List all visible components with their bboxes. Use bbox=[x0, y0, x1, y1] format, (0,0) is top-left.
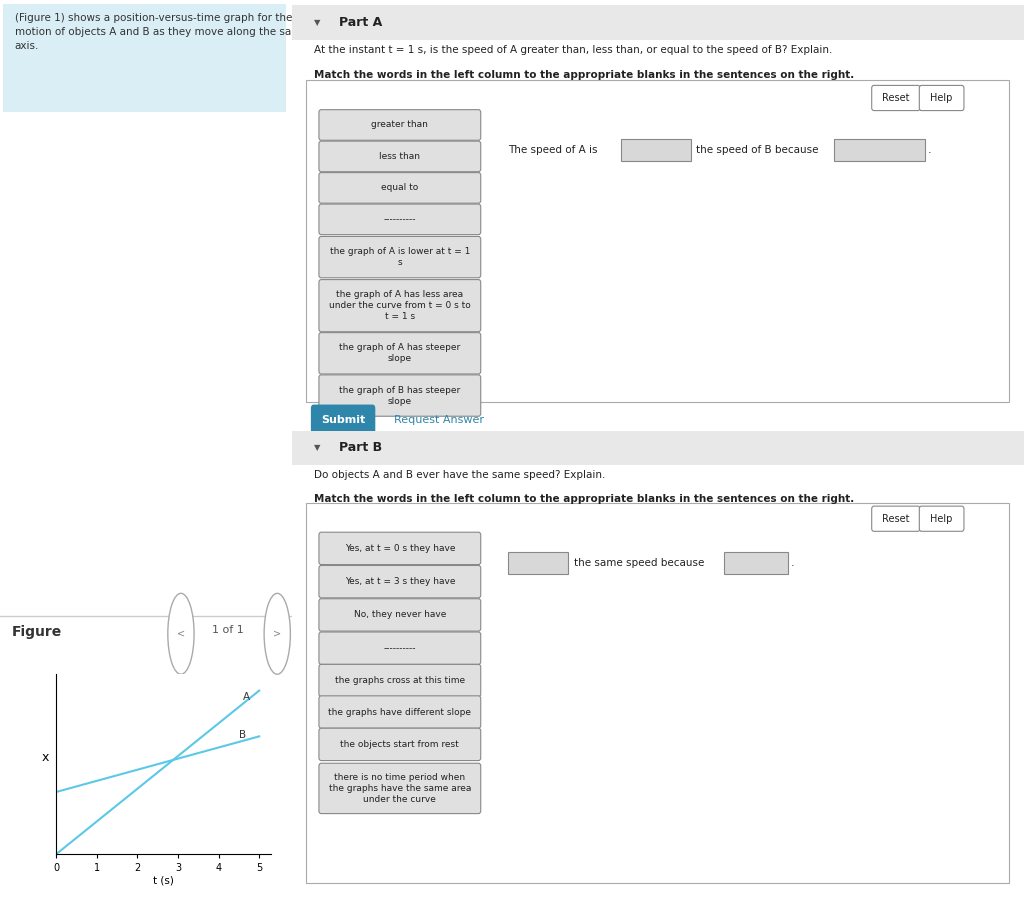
Text: The speed of A is: The speed of A is bbox=[508, 145, 597, 156]
Text: Help: Help bbox=[931, 93, 952, 103]
Text: the same speed because: the same speed because bbox=[573, 557, 705, 568]
FancyBboxPatch shape bbox=[3, 4, 286, 112]
Text: Yes, at t = 0 s they have: Yes, at t = 0 s they have bbox=[345, 544, 455, 553]
Text: ----------: ---------- bbox=[384, 215, 416, 224]
Text: Reset: Reset bbox=[882, 513, 909, 524]
Circle shape bbox=[168, 593, 195, 674]
Text: No, they never have: No, they never have bbox=[353, 610, 446, 619]
FancyBboxPatch shape bbox=[834, 139, 925, 161]
FancyBboxPatch shape bbox=[292, 431, 1024, 465]
Text: the graph of A is lower at t = 1
s: the graph of A is lower at t = 1 s bbox=[330, 247, 470, 267]
Text: the speed of B because: the speed of B because bbox=[696, 145, 818, 156]
Text: B: B bbox=[239, 730, 246, 740]
FancyBboxPatch shape bbox=[318, 664, 480, 697]
Text: Reset: Reset bbox=[882, 93, 909, 103]
Text: there is no time period when
the graphs have the same area
under the curve: there is no time period when the graphs … bbox=[329, 773, 471, 804]
FancyBboxPatch shape bbox=[318, 763, 480, 814]
Text: Figure: Figure bbox=[11, 625, 61, 639]
Text: Yes, at t = 3 s they have: Yes, at t = 3 s they have bbox=[345, 577, 455, 586]
Text: ▼: ▼ bbox=[313, 18, 321, 27]
Text: the graph of A has less area
under the curve from t = 0 s to
t = 1 s: the graph of A has less area under the c… bbox=[329, 290, 471, 321]
Text: the objects start from rest: the objects start from rest bbox=[340, 740, 459, 749]
Y-axis label: x: x bbox=[42, 752, 49, 764]
Text: At the instant t = 1 s, is the speed of A greater than, less than, or equal to t: At the instant t = 1 s, is the speed of … bbox=[313, 45, 833, 55]
FancyBboxPatch shape bbox=[318, 236, 480, 278]
Text: Match the words in the left column to the appropriate blanks in the sentences on: Match the words in the left column to th… bbox=[313, 494, 854, 504]
FancyBboxPatch shape bbox=[318, 204, 480, 235]
Text: less than: less than bbox=[379, 152, 420, 161]
FancyBboxPatch shape bbox=[311, 405, 376, 435]
FancyBboxPatch shape bbox=[318, 280, 480, 332]
Text: .: . bbox=[791, 557, 794, 568]
FancyBboxPatch shape bbox=[292, 5, 1024, 40]
FancyBboxPatch shape bbox=[318, 696, 480, 728]
FancyBboxPatch shape bbox=[871, 506, 920, 531]
Text: A: A bbox=[243, 692, 250, 702]
FancyBboxPatch shape bbox=[318, 565, 480, 598]
Text: the graph of B has steeper
slope: the graph of B has steeper slope bbox=[339, 386, 461, 405]
Text: Part B: Part B bbox=[339, 441, 383, 454]
Text: 1 of 1: 1 of 1 bbox=[212, 625, 244, 635]
Text: the graphs cross at this time: the graphs cross at this time bbox=[335, 676, 465, 685]
FancyBboxPatch shape bbox=[920, 85, 964, 111]
FancyBboxPatch shape bbox=[622, 139, 691, 161]
Circle shape bbox=[264, 593, 291, 674]
FancyBboxPatch shape bbox=[318, 141, 480, 172]
Text: Submit: Submit bbox=[321, 414, 366, 425]
Text: (Figure 1) shows a position-versus-time graph for the
motion of objects A and B : (Figure 1) shows a position-versus-time … bbox=[14, 13, 307, 51]
FancyBboxPatch shape bbox=[306, 80, 1010, 402]
Text: Do objects A and B ever have the same speed? Explain.: Do objects A and B ever have the same sp… bbox=[313, 470, 605, 480]
FancyBboxPatch shape bbox=[871, 85, 920, 111]
Text: equal to: equal to bbox=[381, 183, 419, 192]
FancyBboxPatch shape bbox=[318, 599, 480, 631]
X-axis label: t (s): t (s) bbox=[154, 876, 174, 886]
Text: Help: Help bbox=[931, 513, 952, 524]
Text: greater than: greater than bbox=[372, 120, 428, 129]
FancyBboxPatch shape bbox=[318, 728, 480, 761]
Text: Request Answer: Request Answer bbox=[394, 414, 484, 425]
FancyBboxPatch shape bbox=[318, 375, 480, 416]
FancyBboxPatch shape bbox=[724, 552, 788, 574]
Text: ▼: ▼ bbox=[313, 443, 321, 452]
FancyBboxPatch shape bbox=[318, 632, 480, 664]
Text: ----------: ---------- bbox=[384, 644, 416, 653]
Text: the graphs have different slope: the graphs have different slope bbox=[329, 708, 471, 717]
Text: .: . bbox=[928, 145, 931, 156]
Text: Match the words in the left column to the appropriate blanks in the sentences on: Match the words in the left column to th… bbox=[313, 70, 854, 80]
FancyBboxPatch shape bbox=[920, 506, 964, 531]
FancyBboxPatch shape bbox=[318, 110, 480, 140]
Text: the graph of A has steeper
slope: the graph of A has steeper slope bbox=[339, 343, 461, 363]
Text: <: < bbox=[177, 628, 185, 639]
Text: >: > bbox=[273, 628, 282, 639]
FancyBboxPatch shape bbox=[508, 552, 568, 574]
FancyBboxPatch shape bbox=[318, 532, 480, 565]
FancyBboxPatch shape bbox=[318, 333, 480, 374]
Text: Part A: Part A bbox=[339, 16, 383, 29]
FancyBboxPatch shape bbox=[318, 173, 480, 203]
FancyBboxPatch shape bbox=[306, 503, 1010, 883]
